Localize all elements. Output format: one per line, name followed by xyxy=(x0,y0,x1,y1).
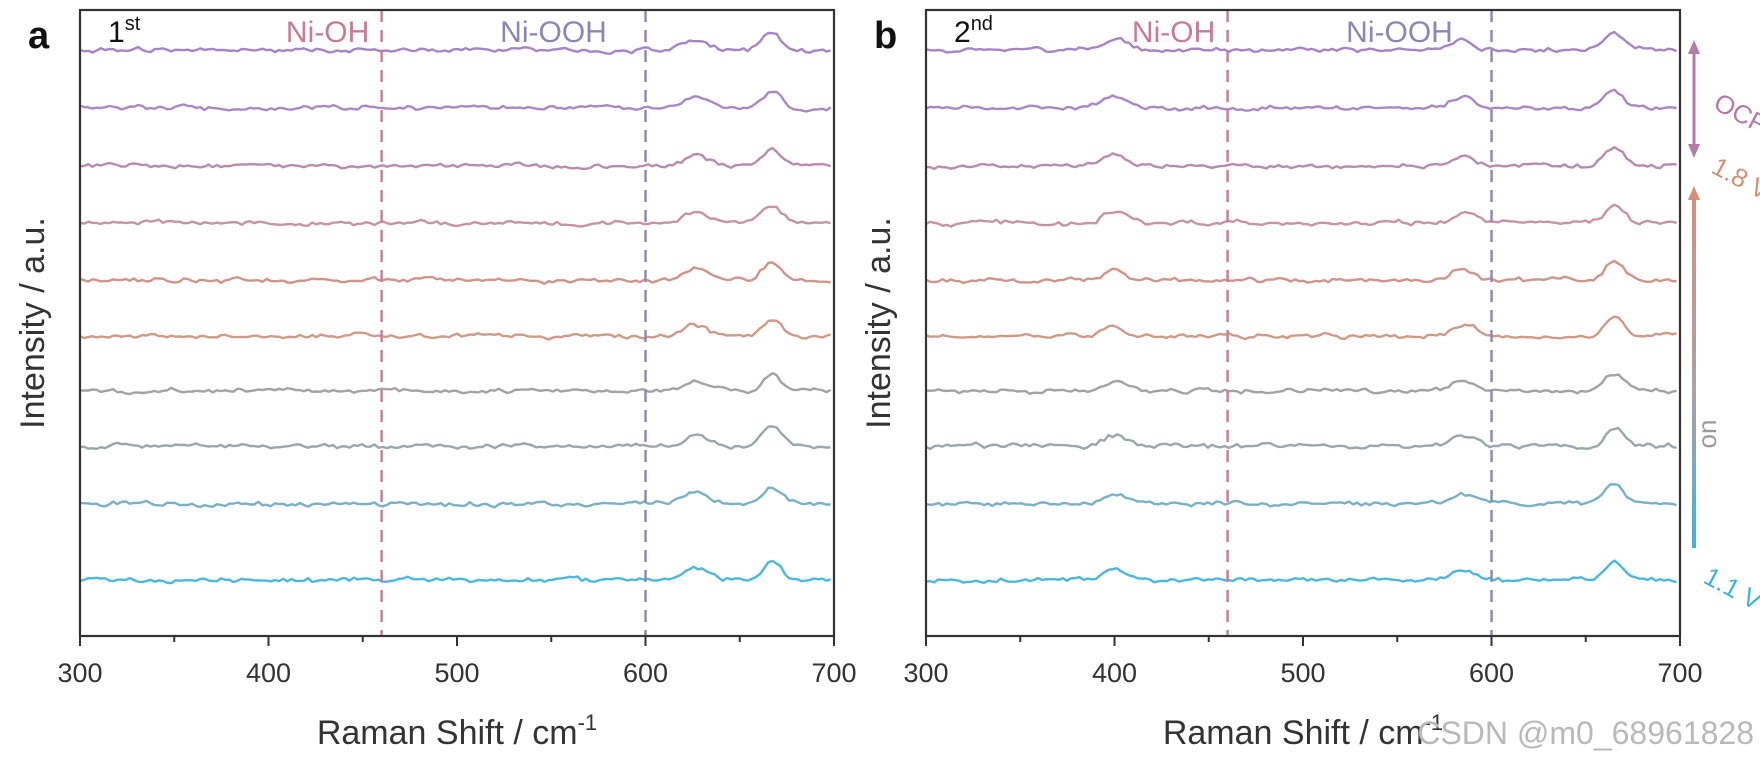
ocp-arrow-head-up xyxy=(1688,40,1700,54)
x-tick-label: 600 xyxy=(623,658,668,688)
legend-low-voltage: 1.1 V xyxy=(1699,561,1760,616)
spectrum-series-7 xyxy=(79,372,832,396)
x-tick-label: 600 xyxy=(1469,658,1514,688)
spectrum-series-5 xyxy=(925,259,1677,285)
spectrum-series-10 xyxy=(79,559,831,585)
x-tick-label: 500 xyxy=(434,658,479,688)
watermark: CSDN @m0_68961828 xyxy=(1417,715,1754,751)
plot-frame xyxy=(924,8,1682,638)
plot-frame xyxy=(78,8,836,638)
spectrum-series-6 xyxy=(925,315,1677,341)
spectrum-series-8 xyxy=(79,425,831,451)
x-tick-label: 500 xyxy=(1280,658,1325,688)
spectrum-series-4 xyxy=(925,203,1677,228)
x-tick-label: 400 xyxy=(1092,658,1137,688)
y-axis-title: Intensity / a.u. xyxy=(860,217,898,429)
legend-ocp: OCP xyxy=(1709,87,1760,140)
panel-b: Ni-OH Ni-OOH 300 400 500 600 700 Raman Shift / … xyxy=(860,8,1703,752)
panel-letter: b xyxy=(874,15,897,57)
potential-gradient-bar xyxy=(1692,196,1696,548)
reference-label-ni-oh: Ni-OH xyxy=(1132,16,1215,49)
panel-a: Ni-OH Ni-OOH 300 400 500 600 700 Raman Shift / … xyxy=(14,8,857,752)
spectrum-series-3 xyxy=(925,145,1677,171)
spectrum-series-10 xyxy=(925,559,1677,584)
spectrum-series-6 xyxy=(79,319,831,341)
spectrum-series-8 xyxy=(925,426,1677,451)
spectrum-series-1 xyxy=(79,31,831,55)
spectrum-series-3 xyxy=(79,146,832,171)
scan-label: 1st xyxy=(108,13,141,49)
spectrum-series-5 xyxy=(79,261,831,285)
reference-label-ni-ooh: Ni-OOH xyxy=(500,16,607,49)
spectrum-series-4 xyxy=(79,205,831,228)
spectrum-series-7 xyxy=(925,373,1677,395)
x-tick-label: 700 xyxy=(811,658,856,688)
y-axis-title: Intensity / a.u. xyxy=(14,217,52,429)
x-axis-title: Raman Shift / cm-1 xyxy=(1163,710,1443,752)
ocp-arrow-head-down xyxy=(1688,144,1700,158)
spectrum-series-9 xyxy=(925,483,1677,508)
spectrum-series-1 xyxy=(925,30,1678,54)
reference-label-ni-ooh: Ni-OOH xyxy=(1346,16,1453,49)
x-tick-label: 300 xyxy=(903,658,948,688)
potential-arrow-head xyxy=(1688,186,1700,200)
x-tick-label: 400 xyxy=(246,658,291,688)
spectrum-series-2 xyxy=(79,90,832,113)
legend-mid: on xyxy=(1692,420,1722,449)
legend-high-voltage: 1.8 V xyxy=(1707,151,1760,206)
reference-label-ni-oh: Ni-OH xyxy=(286,16,369,49)
potential-legend: OCP 1.8 V on 1.1 V xyxy=(1688,40,1760,616)
spectrum-series-9 xyxy=(79,486,831,509)
panel-letter: a xyxy=(28,15,50,57)
x-tick-label: 700 xyxy=(1657,658,1702,688)
x-tick-label: 300 xyxy=(57,658,102,688)
scan-label: 2nd xyxy=(954,13,993,49)
spectrum-series-2 xyxy=(925,88,1677,112)
x-axis-title: Raman Shift / cm-1 xyxy=(317,710,597,752)
